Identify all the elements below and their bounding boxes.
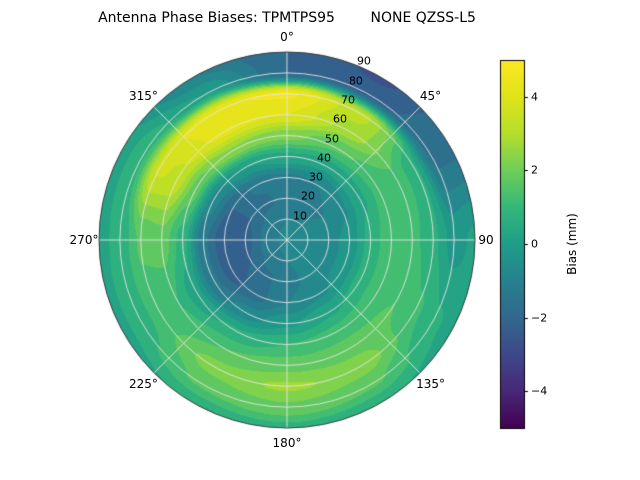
colorbar-axis-label: Bias (mm): [565, 213, 579, 275]
radial-tick-label: 90: [356, 54, 371, 68]
colorbar-tick-label: 2: [531, 163, 538, 177]
angle-tick-label: 45°: [419, 89, 442, 104]
radial-tick-label: 60: [332, 112, 347, 126]
radial-tick-label: 40: [316, 151, 331, 165]
angle-tick-label: 225°: [129, 376, 158, 391]
angle-tick-label: 90: [478, 233, 494, 247]
radial-tick-label: 10: [292, 209, 307, 223]
colorbar-tick-label: 0: [531, 237, 538, 251]
chart-title: Antenna Phase Biases: TPMTPS95 NONE QZSS…: [98, 10, 476, 26]
angle-tick-label: 315°: [129, 89, 158, 104]
radial-tick-label: 80: [348, 74, 363, 88]
colorbar-tick-label: −4: [531, 384, 548, 398]
radial-tick-label: 30: [308, 170, 323, 184]
radial-tick-label: 50: [324, 132, 339, 145]
angle-tick-label: 270°: [69, 233, 99, 247]
colorbar-tick-label: 4: [531, 90, 538, 104]
radial-tick-label: 70: [340, 93, 355, 107]
colorbar-tick-label: −2: [531, 311, 548, 325]
radial-tick-label: 20: [300, 189, 315, 203]
angle-tick-label: 0°: [280, 30, 294, 44]
angle-tick-label: 180°: [272, 436, 302, 450]
angle-tick-label: 135°: [416, 376, 445, 391]
